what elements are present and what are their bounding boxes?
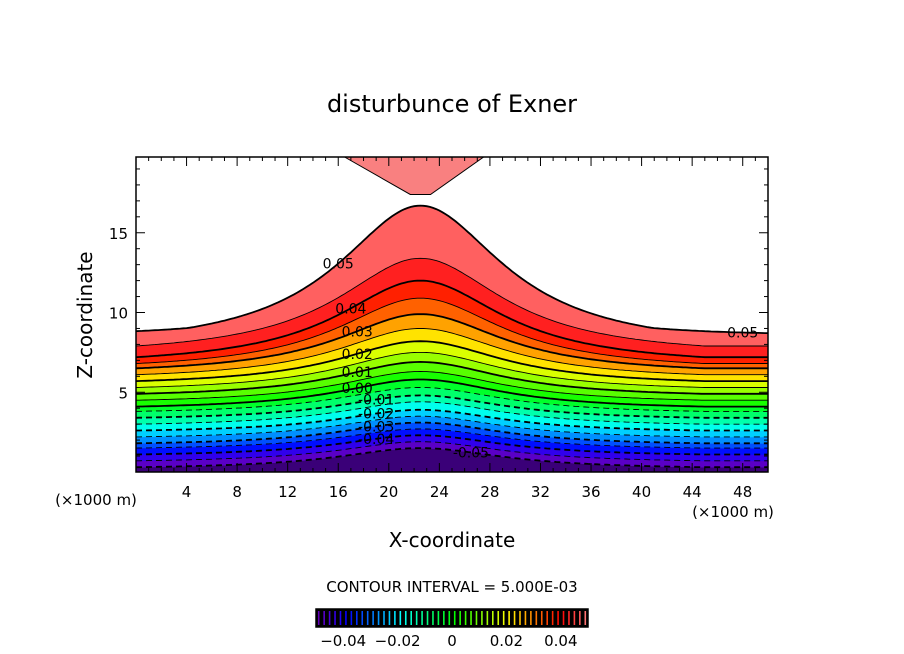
x-tick-label: 8 [232,483,242,501]
contour-line [135,434,768,456]
x-tick-label: 40 [632,483,651,501]
contour-line [135,387,768,412]
x-tick-label: 16 [329,483,348,501]
contour-line [135,257,768,347]
contour-label: -0.03 [358,419,394,435]
contour-line [135,297,768,364]
colorbar: −0.04 −0.02 0 0.02 0.04 [315,608,589,650]
contour-label: -0.04 [358,432,394,448]
contour-line [136,441,768,462]
colorbar-tick-label: −0.04 [320,632,366,650]
contour-line [136,408,768,432]
x-axis-label: X-coordinate [389,528,516,552]
colorbar-frame [315,608,589,628]
contour-label: -0.05 [453,445,489,461]
y-tick-label: 15 [109,225,128,243]
x-unit-label-left: (×1000 m) [55,491,137,509]
contour-label: 0.01 [342,365,373,381]
x-unit-label-right: (×1000 m) [692,503,774,521]
chart-title: disturbunce of Exner [327,90,577,118]
contour-label: -0.01 [358,392,394,408]
contour-line [135,204,768,334]
x-tick-label: 36 [581,483,600,501]
contour-line [135,401,768,425]
y-axis-label: Z-coordinate [73,251,97,378]
colorbar-tick-label: 0.04 [544,632,577,650]
contour-line [135,394,768,419]
plot-area: 0.050.050.040.030.020.010.00-0.01-0.02-0… [135,156,769,472]
y-tick-label: 5 [118,384,128,402]
contour-label: 0.02 [342,347,373,363]
colorbar-tick-label: 0.02 [490,632,523,650]
contour-line [135,340,768,382]
upper-region-fill [342,156,486,195]
contour-line [135,378,768,408]
contour-line [135,279,768,359]
x-tick-label: 12 [278,483,297,501]
y-tick-label: 10 [109,305,128,323]
x-tick-label: 20 [379,483,398,501]
x-tick-label: 44 [683,483,702,501]
x-tick-label: 28 [480,483,499,501]
contour-label: 0.03 [342,324,373,340]
contour-line [136,360,768,395]
contour-line [136,415,768,438]
contour-label: 0.05 [323,257,354,273]
contour-line [136,371,768,401]
contour-interval-text: CONTOUR INTERVAL = 5.000E-03 [326,578,577,596]
x-tick-label: 24 [430,483,449,501]
contour-line [136,447,768,469]
contour-line [135,428,768,449]
colorbar-tick-label: −0.02 [375,632,421,650]
x-tick-label: 32 [531,483,550,501]
fill-band-below-min [136,448,768,472]
contour-label: 0.05 [727,326,758,342]
contour-label: 0.04 [335,301,366,317]
contour-line [135,328,768,376]
contour-line [135,421,768,445]
x-tick-label: 48 [733,483,752,501]
colorbar-tick-label: 0 [447,632,457,650]
x-tick-label: 4 [182,483,192,501]
contour-label: 0.00 [342,381,373,397]
contour-label: -0.02 [358,407,394,423]
contour-line [135,351,768,388]
contour-line [135,313,768,370]
